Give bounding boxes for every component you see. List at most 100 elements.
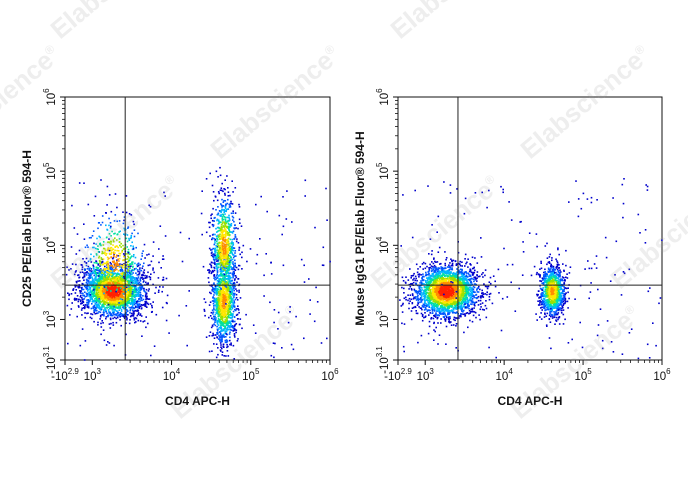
event-dot [84,268,86,270]
event-dot [217,313,220,316]
event-dot [216,328,219,331]
event-dot [80,309,83,311]
event-dot [211,350,213,352]
event-dot [221,264,224,266]
event-dot [114,286,117,289]
event-dot [214,298,217,301]
event-dot [138,271,141,273]
event-dot [133,268,136,270]
event-dot [224,321,226,324]
event-dot [212,258,215,260]
event-dot [74,297,76,300]
event-dot [143,269,146,271]
event-dot [134,262,136,265]
event-dot [87,306,89,309]
event-dot [224,200,227,202]
event-dot [84,246,87,249]
event-dot [223,335,225,337]
event-dot [81,328,84,330]
event-dot [119,316,121,318]
event-dot [133,312,135,314]
event-dot [129,267,131,270]
event-dot [201,190,203,192]
event-dot [217,223,220,225]
event-dot [77,274,80,276]
event-dot [225,310,228,312]
event-dot [132,272,134,274]
event-dot [109,318,112,321]
event-dot [96,293,98,296]
event-dot [232,303,235,306]
event-dot [229,294,231,297]
event-dot [112,239,115,241]
event-dot [233,255,236,257]
event-dot [92,296,94,298]
event-dot [220,258,222,260]
event-dot [99,314,102,317]
event-dot [129,274,132,276]
event-dot [153,345,156,347]
event-dot [141,273,144,276]
event-dot [90,313,92,315]
event-dot [110,235,112,237]
event-dot [238,291,240,293]
event-dot [139,267,141,269]
event-dot [109,278,112,280]
event-dot [111,308,114,311]
event-dot [326,219,328,221]
event-dot [130,236,132,239]
event-dot [117,283,119,286]
event-dot [119,252,122,255]
event-dot [224,225,226,227]
event-dot [221,317,224,320]
event-dot [111,281,114,284]
event-dot [108,249,111,252]
event-dot [215,170,218,173]
event-dot [102,263,104,266]
event-dot [107,267,110,269]
event-dot [100,294,103,297]
event-dot [246,260,248,263]
event-dot [118,275,120,278]
event-dot [229,317,232,319]
event-dot [126,274,128,276]
event-dot [122,287,124,290]
event-dot [87,305,90,308]
event-dot [113,294,115,296]
event-dot [121,269,123,271]
event-dot [105,254,107,256]
event-dot [225,271,227,274]
event-dot [233,358,235,360]
event-dot [116,281,119,284]
event-dot [148,275,151,278]
event-dot [222,201,225,203]
event-dot [88,282,90,284]
event-dot [108,312,110,314]
event-dot [114,249,116,252]
event-dot [125,278,128,281]
event-dot [110,300,113,303]
event-dot [118,300,120,303]
event-dot [114,252,116,254]
event-dot [231,307,234,310]
event-dot [84,306,86,309]
event-dot [132,245,134,248]
event-dot [228,289,230,291]
event-dot [208,316,210,319]
event-dot [232,326,235,329]
event-dot [217,280,220,283]
event-dot [219,296,221,299]
event-dot [140,274,143,276]
event-dot [222,324,225,326]
event-dot [92,285,94,287]
event-dot [230,299,233,302]
event-dot [127,248,130,251]
event-dot [110,314,113,317]
event-dot [231,290,233,293]
event-dot [220,318,222,321]
event-dot [83,182,85,184]
event-dot [101,250,104,253]
event-dot [101,275,104,278]
event-dot [92,280,94,282]
event-dot [145,316,147,318]
